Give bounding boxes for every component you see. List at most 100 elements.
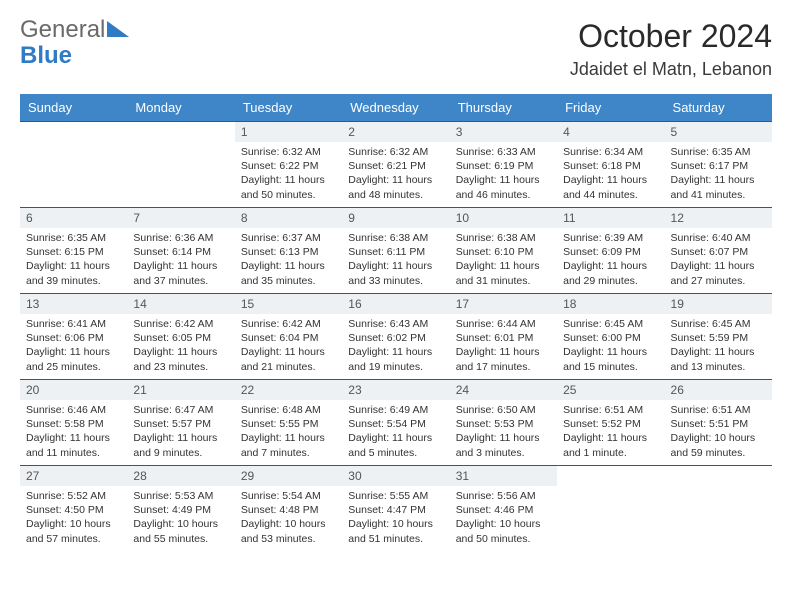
day-number: 4 (557, 122, 664, 142)
day-number: 2 (342, 122, 449, 142)
day-details: Sunrise: 6:49 AMSunset: 5:54 PMDaylight:… (342, 400, 449, 464)
calendar-cell: 29Sunrise: 5:54 AMSunset: 4:48 PMDayligh… (235, 466, 342, 552)
day-details: Sunrise: 6:42 AMSunset: 6:05 PMDaylight:… (127, 314, 234, 378)
calendar-row: 1Sunrise: 6:32 AMSunset: 6:22 PMDaylight… (20, 122, 772, 208)
calendar-cell: 21Sunrise: 6:47 AMSunset: 5:57 PMDayligh… (127, 380, 234, 466)
day-details: Sunrise: 6:32 AMSunset: 6:22 PMDaylight:… (235, 142, 342, 206)
day-details: Sunrise: 6:48 AMSunset: 5:55 PMDaylight:… (235, 400, 342, 464)
day-number: 30 (342, 466, 449, 486)
calendar-cell: 4Sunrise: 6:34 AMSunset: 6:18 PMDaylight… (557, 122, 664, 208)
calendar-cell: 18Sunrise: 6:45 AMSunset: 6:00 PMDayligh… (557, 294, 664, 380)
day-details: Sunrise: 5:56 AMSunset: 4:46 PMDaylight:… (450, 486, 557, 550)
day-details: Sunrise: 6:39 AMSunset: 6:09 PMDaylight:… (557, 228, 664, 292)
calendar-cell: 16Sunrise: 6:43 AMSunset: 6:02 PMDayligh… (342, 294, 449, 380)
day-number: 13 (20, 294, 127, 314)
day-number: 15 (235, 294, 342, 314)
day-number: 12 (665, 208, 772, 228)
calendar-cell: 15Sunrise: 6:42 AMSunset: 6:04 PMDayligh… (235, 294, 342, 380)
day-number: 24 (450, 380, 557, 400)
day-number: 3 (450, 122, 557, 142)
day-number: 26 (665, 380, 772, 400)
calendar-cell: 26Sunrise: 6:51 AMSunset: 5:51 PMDayligh… (665, 380, 772, 466)
logo-triangle-icon (107, 21, 129, 37)
day-details: Sunrise: 6:45 AMSunset: 5:59 PMDaylight:… (665, 314, 772, 378)
calendar-cell: 31Sunrise: 5:56 AMSunset: 4:46 PMDayligh… (450, 466, 557, 552)
weekday-header: Tuesday (235, 94, 342, 122)
weekday-header: Sunday (20, 94, 127, 122)
day-number: 27 (20, 466, 127, 486)
day-details: Sunrise: 6:44 AMSunset: 6:01 PMDaylight:… (450, 314, 557, 378)
day-details: Sunrise: 6:46 AMSunset: 5:58 PMDaylight:… (20, 400, 127, 464)
logo-text-1: General (20, 18, 105, 42)
calendar-cell: 2Sunrise: 6:32 AMSunset: 6:21 PMDaylight… (342, 122, 449, 208)
calendar-cell: 17Sunrise: 6:44 AMSunset: 6:01 PMDayligh… (450, 294, 557, 380)
calendar-cell: 23Sunrise: 6:49 AMSunset: 5:54 PMDayligh… (342, 380, 449, 466)
weekday-header-row: SundayMondayTuesdayWednesdayThursdayFrid… (20, 94, 772, 122)
calendar-row: 13Sunrise: 6:41 AMSunset: 6:06 PMDayligh… (20, 294, 772, 380)
day-details: Sunrise: 6:50 AMSunset: 5:53 PMDaylight:… (450, 400, 557, 464)
day-details: Sunrise: 6:51 AMSunset: 5:52 PMDaylight:… (557, 400, 664, 464)
logo-line2: Blue (20, 42, 72, 70)
day-number: 28 (127, 466, 234, 486)
calendar-cell: 28Sunrise: 5:53 AMSunset: 4:49 PMDayligh… (127, 466, 234, 552)
day-details: Sunrise: 6:47 AMSunset: 5:57 PMDaylight:… (127, 400, 234, 464)
calendar-cell: 12Sunrise: 6:40 AMSunset: 6:07 PMDayligh… (665, 208, 772, 294)
calendar-cell-empty (127, 122, 234, 208)
calendar-cell: 27Sunrise: 5:52 AMSunset: 4:50 PMDayligh… (20, 466, 127, 552)
day-number: 7 (127, 208, 234, 228)
day-details: Sunrise: 6:45 AMSunset: 6:00 PMDaylight:… (557, 314, 664, 378)
day-number: 29 (235, 466, 342, 486)
calendar-body: 1Sunrise: 6:32 AMSunset: 6:22 PMDaylight… (20, 122, 772, 552)
calendar-cell: 24Sunrise: 6:50 AMSunset: 5:53 PMDayligh… (450, 380, 557, 466)
header: General October 2024 Jdaidet el Matn, Le… (20, 18, 772, 80)
day-details: Sunrise: 6:35 AMSunset: 6:17 PMDaylight:… (665, 142, 772, 206)
day-number: 9 (342, 208, 449, 228)
day-details: Sunrise: 6:38 AMSunset: 6:10 PMDaylight:… (450, 228, 557, 292)
calendar-row: 6Sunrise: 6:35 AMSunset: 6:15 PMDaylight… (20, 208, 772, 294)
weekday-header: Monday (127, 94, 234, 122)
weekday-header: Wednesday (342, 94, 449, 122)
day-number: 20 (20, 380, 127, 400)
day-number: 21 (127, 380, 234, 400)
day-number: 1 (235, 122, 342, 142)
day-details: Sunrise: 6:37 AMSunset: 6:13 PMDaylight:… (235, 228, 342, 292)
day-details: Sunrise: 6:42 AMSunset: 6:04 PMDaylight:… (235, 314, 342, 378)
calendar-cell: 30Sunrise: 5:55 AMSunset: 4:47 PMDayligh… (342, 466, 449, 552)
day-number: 31 (450, 466, 557, 486)
calendar-cell: 9Sunrise: 6:38 AMSunset: 6:11 PMDaylight… (342, 208, 449, 294)
calendar-cell: 8Sunrise: 6:37 AMSunset: 6:13 PMDaylight… (235, 208, 342, 294)
day-details: Sunrise: 6:41 AMSunset: 6:06 PMDaylight:… (20, 314, 127, 378)
day-number: 14 (127, 294, 234, 314)
calendar-cell: 19Sunrise: 6:45 AMSunset: 5:59 PMDayligh… (665, 294, 772, 380)
calendar-cell: 20Sunrise: 6:46 AMSunset: 5:58 PMDayligh… (20, 380, 127, 466)
day-number: 23 (342, 380, 449, 400)
day-number: 25 (557, 380, 664, 400)
logo: General (20, 18, 129, 42)
month-title: October 2024 (570, 18, 772, 55)
calendar-row: 20Sunrise: 6:46 AMSunset: 5:58 PMDayligh… (20, 380, 772, 466)
calendar-cell: 5Sunrise: 6:35 AMSunset: 6:17 PMDaylight… (665, 122, 772, 208)
day-details: Sunrise: 5:55 AMSunset: 4:47 PMDaylight:… (342, 486, 449, 550)
day-number: 22 (235, 380, 342, 400)
calendar-row: 27Sunrise: 5:52 AMSunset: 4:50 PMDayligh… (20, 466, 772, 552)
day-number: 11 (557, 208, 664, 228)
calendar-cell-empty (665, 466, 772, 552)
day-number: 10 (450, 208, 557, 228)
weekday-header: Friday (557, 94, 664, 122)
day-details: Sunrise: 6:38 AMSunset: 6:11 PMDaylight:… (342, 228, 449, 292)
weekday-header: Thursday (450, 94, 557, 122)
location: Jdaidet el Matn, Lebanon (570, 59, 772, 80)
day-details: Sunrise: 6:36 AMSunset: 6:14 PMDaylight:… (127, 228, 234, 292)
calendar-cell-empty (20, 122, 127, 208)
weekday-header: Saturday (665, 94, 772, 122)
day-number: 6 (20, 208, 127, 228)
day-number: 17 (450, 294, 557, 314)
day-number: 18 (557, 294, 664, 314)
day-details: Sunrise: 6:51 AMSunset: 5:51 PMDaylight:… (665, 400, 772, 464)
calendar-table: SundayMondayTuesdayWednesdayThursdayFrid… (20, 94, 772, 552)
calendar-cell: 10Sunrise: 6:38 AMSunset: 6:10 PMDayligh… (450, 208, 557, 294)
day-details: Sunrise: 5:53 AMSunset: 4:49 PMDaylight:… (127, 486, 234, 550)
calendar-cell: 22Sunrise: 6:48 AMSunset: 5:55 PMDayligh… (235, 380, 342, 466)
calendar-cell: 11Sunrise: 6:39 AMSunset: 6:09 PMDayligh… (557, 208, 664, 294)
day-number: 19 (665, 294, 772, 314)
